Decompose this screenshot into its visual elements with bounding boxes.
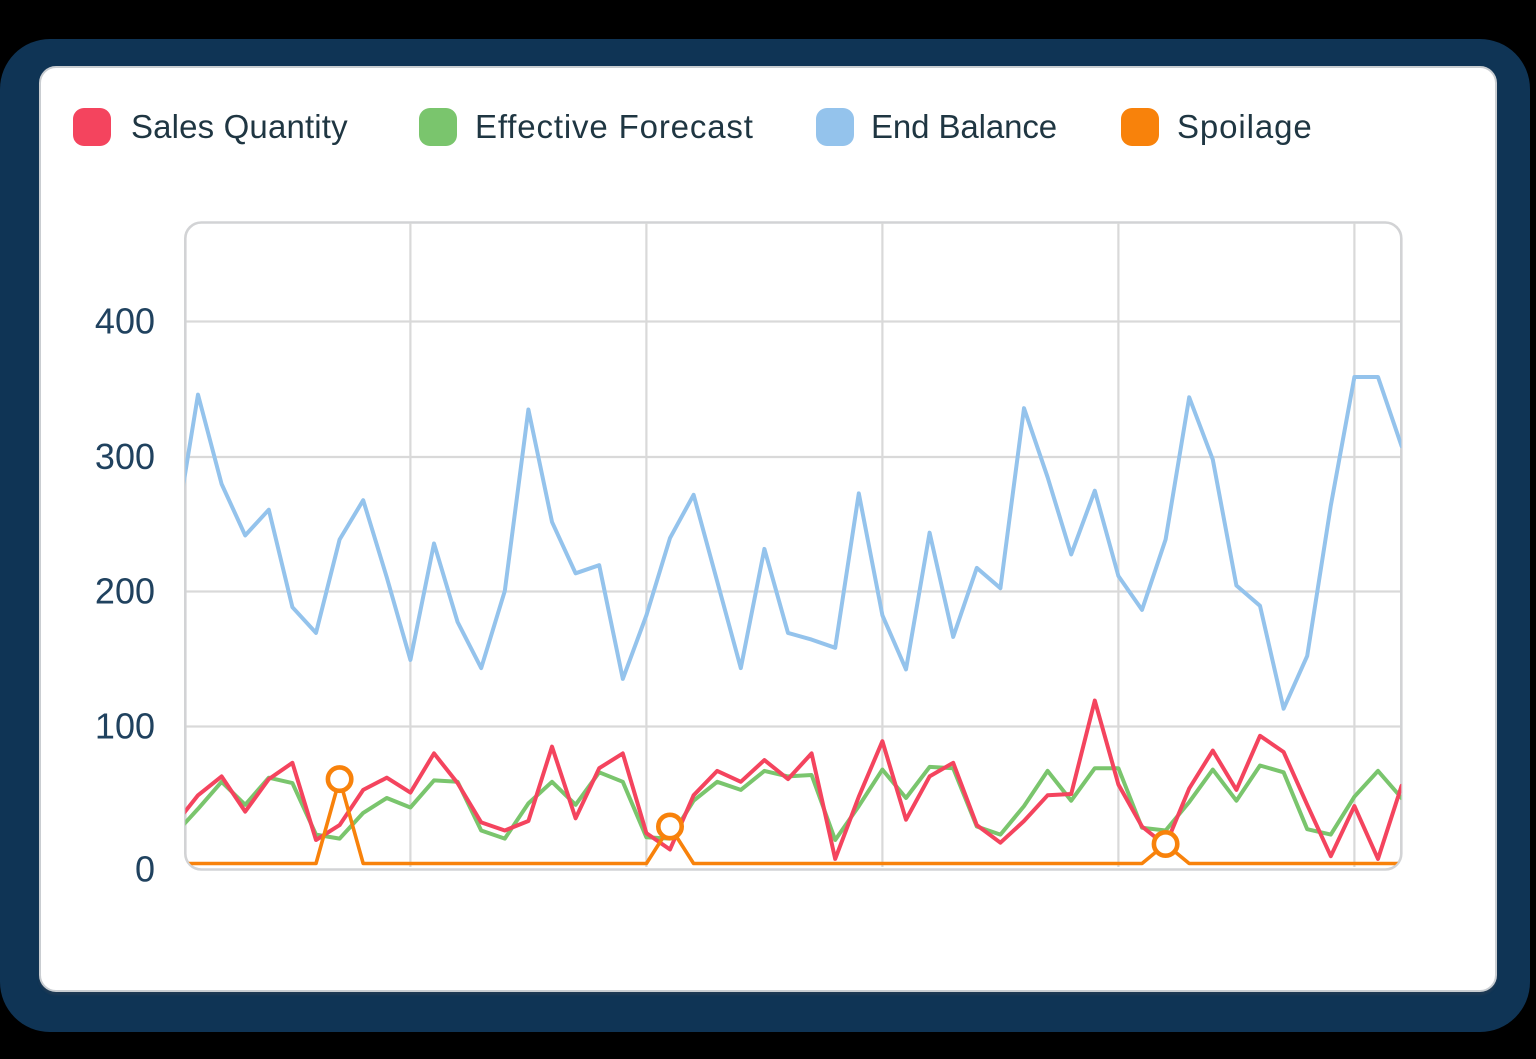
svg-text:400: 400 (95, 301, 155, 342)
svg-text:300: 300 (95, 436, 155, 477)
svg-text:100: 100 (95, 706, 155, 747)
svg-text:200: 200 (95, 571, 155, 612)
svg-text:0: 0 (135, 849, 155, 890)
